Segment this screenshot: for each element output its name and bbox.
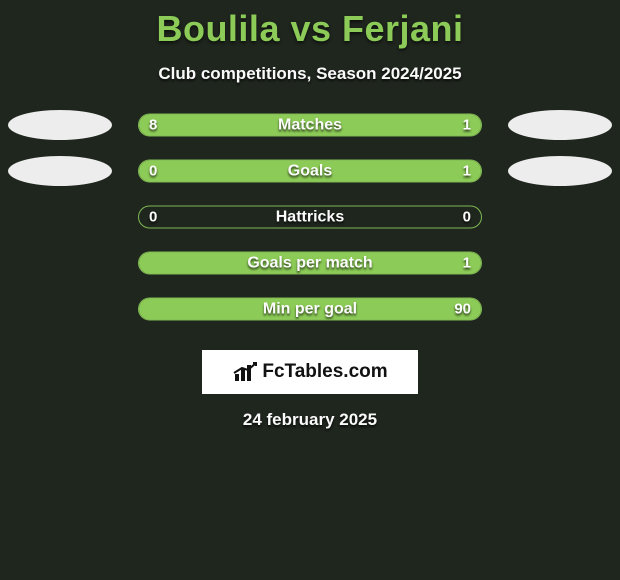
stat-bar: 0Hattricks0 bbox=[138, 206, 482, 229]
bar-chart-icon bbox=[232, 360, 260, 384]
logo-text: FcTables.com bbox=[262, 361, 387, 383]
stat-row: Min per goal90 bbox=[0, 286, 620, 332]
stat-bar: 0Goals1 bbox=[138, 160, 482, 183]
team-badge-right bbox=[508, 110, 612, 140]
stat-row: 8Matches1 bbox=[0, 102, 620, 148]
stat-row: Goals per match1 bbox=[0, 240, 620, 286]
stat-bar: 8Matches1 bbox=[138, 114, 482, 137]
stat-row: 0Goals1 bbox=[0, 148, 620, 194]
stat-bar: Goals per match1 bbox=[138, 252, 482, 275]
stat-row: 0Hattricks0 bbox=[0, 194, 620, 240]
stat-bar: Min per goal90 bbox=[138, 298, 482, 321]
stats-area: 8Matches1 0Goals1 0Hattricks0 Goals per mat… bbox=[0, 102, 620, 332]
stat-bar-fill-right bbox=[139, 253, 481, 274]
page-title: Boulila vs Ferjani bbox=[0, 0, 620, 52]
stat-bar-fill-left bbox=[139, 115, 406, 136]
site-logo: FcTables.com bbox=[202, 350, 418, 394]
team-badge-left bbox=[8, 156, 112, 186]
team-badge-right bbox=[508, 156, 612, 186]
team-badge-left bbox=[8, 110, 112, 140]
stat-bar-fill-right bbox=[139, 299, 481, 320]
stat-label: Hattricks bbox=[139, 207, 481, 228]
stat-value-left: 0 bbox=[149, 207, 157, 228]
stat-bar-fill-left bbox=[139, 161, 201, 182]
footer-date: 24 february 2025 bbox=[0, 394, 620, 430]
comparison-card: Boulila vs Ferjani Club competitions, Se… bbox=[0, 0, 620, 430]
stat-bar-fill-right bbox=[201, 161, 481, 182]
stat-value-right: 0 bbox=[463, 207, 471, 228]
subtitle: Club competitions, Season 2024/2025 bbox=[0, 52, 620, 102]
stat-bar-fill-right bbox=[406, 115, 481, 136]
